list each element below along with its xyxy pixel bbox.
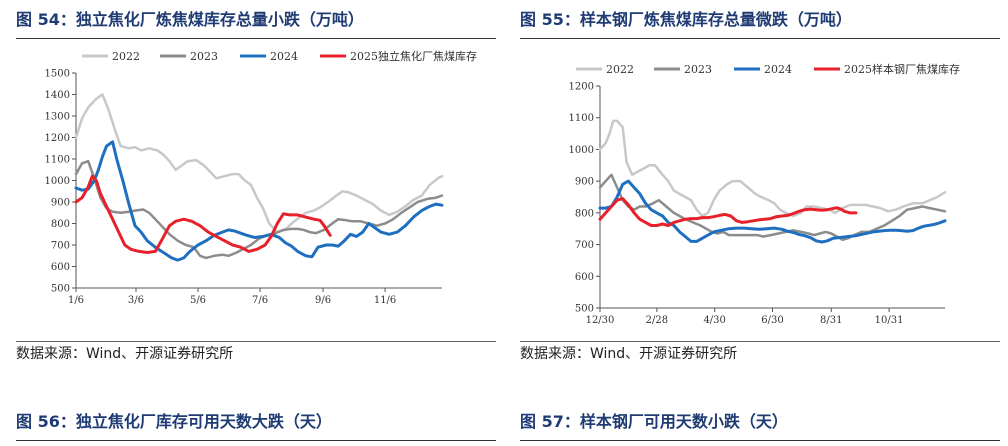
x-tick-label: 10/31 [875,315,904,326]
legend-label-y2023: 2023 [190,50,218,63]
y-tick-label: 1000 [45,176,70,187]
figure-55-bottom-rule [520,341,1000,342]
x-tick-label: 11/6 [374,295,396,306]
coking-coal-inventory-chart-steel-mills: 500 600 700 800 900 1000 1100 1200 12/30 2/28 4/30… [569,62,960,326]
series-line-y2025 [598,197,858,227]
x-tick-label: 9/6 [315,295,331,306]
x-tick-label: 1/6 [68,295,84,306]
legend-label-y2022: 2022 [112,50,140,63]
figure-56-title: 图 56：独立焦化厂库存可用天数大跌（天） [16,412,332,431]
y-tick-label: 1200 [569,82,594,93]
y-tick-label: 1000 [569,145,594,156]
legend-label-y2025: 2025样本钢厂焦煤库存 [844,62,960,76]
y-tick-label: 900 [51,198,70,209]
series-line-y2025 [74,174,332,254]
figure-57-top-rule [520,440,1000,441]
x-tick-label: 2/28 [646,315,668,326]
figure-55-title: 图 55：样本钢厂炼焦煤库存总量微跌（万吨） [520,10,852,29]
figure-56-top-rule [16,440,496,441]
figure-54-panel: 图 54：独立焦化厂炼焦煤库存总量小跌（万吨） 500 600 700 800 900 1… [16,0,496,446]
y-tick-label: 600 [51,262,70,273]
y-tick-label: 700 [51,241,70,252]
x-tick-label: 3/6 [128,295,144,306]
series-line-y2024 [74,140,444,262]
figure-54-bottom-rule [16,341,496,342]
figure-54-top-rule [16,38,496,39]
y-tick-label: 800 [51,219,70,230]
legend-label-y2024: 2024 [270,50,298,63]
x-tick-label: 5/6 [190,295,206,306]
series-line-y2024 [598,179,947,244]
y-tick-label: 900 [575,177,594,188]
y-tick-label: 800 [575,208,594,219]
y-tick-label: 1100 [45,155,70,166]
legend-label-y2025: 2025独立焦化厂焦煤库存 [350,49,477,63]
figure-54-title: 图 54：独立焦化厂炼焦煤库存总量小跌（万吨） [16,10,364,29]
y-tick-label: 600 [575,272,594,283]
legend-label-y2023: 2023 [684,63,712,76]
figure-57-title: 图 57：样本钢厂可用天数小跌（天） [520,412,788,431]
figure-55-top-rule [520,38,1000,39]
x-tick-label: 12/30 [586,315,615,326]
y-tick-label: 1300 [45,112,70,123]
y-tick-label: 500 [51,284,70,295]
figure-55-source: 数据来源：Wind、开源证券研究所 [520,346,738,362]
y-tick-label: 1100 [569,113,594,124]
y-tick-label: 700 [575,240,594,251]
x-tick-label: 8/31 [820,315,842,326]
y-tick-label: 1400 [45,90,70,101]
x-tick-label: 4/30 [703,315,725,326]
y-tick-label: 1200 [45,133,70,144]
y-tick-label: 500 [575,304,594,315]
legend-label-y2024: 2024 [764,63,792,76]
series-line-y2023 [598,173,947,242]
coking-coal-inventory-chart-coking-plants: 500 600 700 800 900 1000 1100 1200 1300 1400 1500 1… [45,49,477,306]
series-line-y2022 [74,93,444,234]
series-line-y2022 [598,119,947,218]
figure-54-source: 数据来源：Wind、开源证券研究所 [16,346,234,362]
x-tick-label: 6/30 [761,315,783,326]
y-tick-label: 1500 [45,69,70,80]
x-tick-label: 7/6 [252,295,268,306]
legend-label-y2022: 2022 [606,63,634,76]
figure-55-panel: 图 55：样本钢厂炼焦煤库存总量微跌（万吨） 500 600 700 800 900 10… [520,0,1000,446]
